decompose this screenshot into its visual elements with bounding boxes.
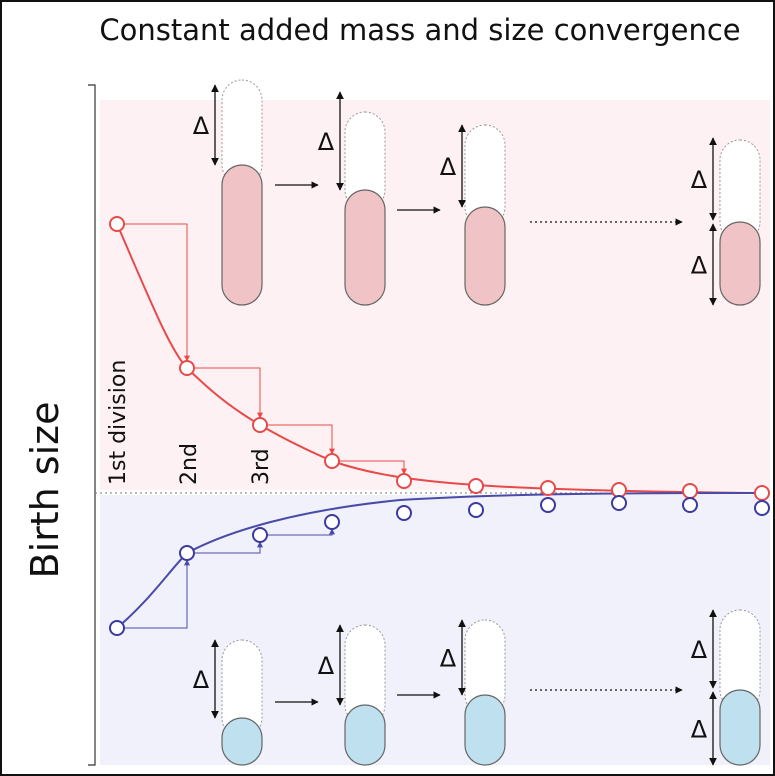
title: Constant added mass and size convergence xyxy=(99,13,740,47)
cell-body xyxy=(464,206,506,306)
red-point xyxy=(540,480,556,496)
ghost-cell xyxy=(221,79,263,186)
step-arrow xyxy=(260,424,335,455)
blue-point xyxy=(540,497,556,513)
red-point xyxy=(468,478,484,494)
blue-point xyxy=(179,545,195,561)
blue-point xyxy=(324,514,340,530)
step-arrow xyxy=(187,367,263,419)
red-point xyxy=(396,473,412,489)
cell-body xyxy=(344,189,386,306)
blue-point xyxy=(252,527,268,543)
division-label: 2nd xyxy=(177,443,202,485)
delta-label: Δ xyxy=(318,128,335,156)
delta-label: Δ xyxy=(691,716,708,744)
division-label: 1st division xyxy=(106,360,131,485)
bracket xyxy=(88,84,96,766)
step-arrow xyxy=(187,541,263,554)
delta-label: Δ xyxy=(318,652,335,680)
cell-body xyxy=(221,164,263,306)
division-label: 3rd xyxy=(249,448,274,485)
step-arrow xyxy=(332,460,407,475)
cell-body xyxy=(344,704,386,766)
blue-point xyxy=(109,620,125,636)
delta-label: Δ xyxy=(440,645,457,673)
delta-label: Δ xyxy=(440,153,457,181)
blue-point xyxy=(396,505,412,521)
blue-point xyxy=(468,502,484,518)
blue-point xyxy=(682,497,698,513)
red-point xyxy=(179,360,195,376)
red-point xyxy=(109,216,125,232)
delta-label: Δ xyxy=(193,666,210,694)
blue-curve xyxy=(116,492,763,629)
diagram-layer: Δ Δ Δ Δ Δ Δ Δ Δ Δ Δ xyxy=(109,79,770,766)
red-point xyxy=(252,417,268,433)
red-point xyxy=(611,482,627,498)
red-point xyxy=(754,485,770,501)
step-arrow xyxy=(260,528,335,536)
ghost-cell xyxy=(344,624,386,726)
delta-label: Δ xyxy=(691,252,708,280)
step-arrow xyxy=(117,223,190,362)
red-trajectories xyxy=(100,100,770,490)
ghost-cell xyxy=(719,609,761,711)
delta-label: Δ xyxy=(691,636,708,664)
delta-label: Δ xyxy=(691,166,708,194)
cell-body xyxy=(719,221,761,306)
cell-body xyxy=(464,694,506,766)
red-point xyxy=(324,453,340,469)
cell-body xyxy=(221,717,263,766)
red-point xyxy=(682,483,698,499)
cell-body xyxy=(719,689,761,766)
blue-trajectories xyxy=(100,495,770,765)
delta-label: Δ xyxy=(193,112,210,140)
red-curve xyxy=(116,223,763,494)
blue-point xyxy=(754,500,770,516)
y-axis-label: Birth size xyxy=(23,402,67,579)
step-arrow xyxy=(117,559,190,629)
blue-point xyxy=(611,495,627,511)
